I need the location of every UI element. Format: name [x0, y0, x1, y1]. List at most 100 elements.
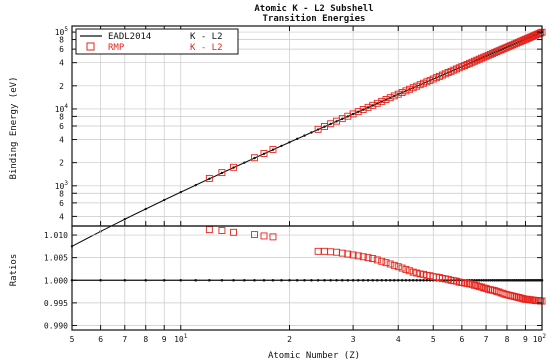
data-point-ratio-rmp: [468, 280, 476, 288]
data-point-ratio-eadl2014: [400, 278, 404, 282]
data-point-ratio-rmp: [321, 247, 328, 255]
data-point-rmp: [468, 58, 476, 66]
data-point-ratio-eadl2014: [513, 278, 516, 282]
data-point-ratio-eadl2014: [194, 278, 198, 282]
data-point-ratio-rmp: [482, 284, 490, 292]
data-point-ratio-rmp: [349, 251, 357, 259]
data-point-ratio-rmp: [514, 293, 522, 301]
data-point-ratio-eadl2014: [179, 278, 183, 282]
data-point-ratio-eadl2014: [507, 278, 511, 282]
data-point-ratio-eadl2014: [288, 278, 291, 282]
data-point-ratio-eadl2014: [415, 278, 419, 282]
data-point-rmp: [518, 37, 526, 45]
data-point-eadl2014: [384, 98, 388, 101]
data-point-ratio-eadl2014: [253, 278, 256, 282]
legend-box: [75, 28, 239, 55]
data-point-eadl2014: [123, 218, 126, 221]
data-point-ratio-eadl2014: [486, 278, 490, 282]
data-point-rmp: [338, 115, 346, 123]
x-tick-label: 6: [459, 335, 464, 344]
x-tick-label: 5: [70, 335, 75, 344]
x-tick-label: 5: [431, 335, 436, 344]
data-point-eadl2014: [357, 110, 360, 114]
data-point-ratio-eadl2014: [162, 278, 166, 282]
data-point-ratio-eadl2014: [262, 278, 266, 282]
data-point-rmp: [260, 149, 268, 157]
data-point-ratio-rmp: [480, 284, 488, 292]
data-point-ratio-rmp: [475, 283, 483, 291]
data-point-ratio-rmp: [364, 254, 372, 262]
data-point-ratio-rmp: [484, 285, 492, 293]
data-point-eadl2014: [144, 207, 147, 211]
data-point-ratio-eadl2014: [501, 278, 505, 282]
data-point-ratio-eadl2014: [499, 278, 503, 282]
data-point-ratio-eadl2014: [515, 278, 518, 282]
data-point-ratio-rmp: [513, 293, 520, 301]
data-point-ratio-rmp: [382, 259, 390, 267]
x-tick-label: 9: [523, 335, 528, 344]
y-axis-label-top: Binding Energy (eV): [9, 77, 19, 180]
data-point-rmp: [398, 89, 406, 96]
data-point-eadl2014: [280, 144, 283, 148]
data-point-rmp: [251, 154, 258, 162]
chart-title: Atomic K - L2 Subshell: [254, 3, 373, 14]
data-point-eadl2014: [323, 125, 326, 128]
data-point-ratio-eadl2014: [295, 278, 299, 282]
y-tick-label-top: 104: [55, 103, 69, 114]
data-point-rmp: [473, 56, 481, 64]
data-point-ratio-eadl2014: [335, 278, 338, 282]
data-point-eadl2014: [376, 102, 379, 105]
y-tick-label-top: 2: [59, 82, 64, 91]
data-point-ratio-rmp: [327, 248, 335, 256]
data-point-ratio-eadl2014: [361, 278, 365, 282]
data-point-ratio-eadl2014: [271, 278, 275, 282]
data-point-ratio-eadl2014: [477, 278, 481, 282]
data-point-rmp: [344, 112, 352, 120]
data-point-ratio-rmp: [518, 294, 526, 302]
legend: EADL2014 K - L2 RMP K - L2: [75, 28, 239, 55]
data-point-rmp: [386, 94, 394, 102]
data-point-ratio-rmp: [218, 227, 226, 234]
data-point-ratio-eadl2014: [316, 278, 320, 282]
data-point-ratio-eadl2014: [384, 278, 388, 282]
y-tick-label-top: 8: [59, 189, 64, 198]
data-point-eadl2014: [335, 120, 338, 123]
data-point-ratio-eadl2014: [408, 278, 411, 282]
data-point-ratio-rmp: [390, 261, 398, 269]
data-point-ratio-eadl2014: [418, 278, 422, 282]
data-point-eadl2014: [208, 177, 211, 180]
plot-frame-bottom: [71, 225, 543, 331]
data-point-rmp: [373, 99, 381, 107]
data-point-ratio-rmp: [409, 268, 417, 276]
data-point-rmp: [480, 53, 488, 61]
data-point-eadl2014: [341, 117, 344, 121]
data-point-ratio-rmp: [260, 232, 268, 240]
y-tick-label-bottom: 1.000: [44, 276, 68, 285]
data-point-ratio-rmp: [344, 250, 352, 258]
data-point-ratio-rmp: [466, 280, 473, 288]
data-point-ratio-eadl2014: [505, 278, 509, 282]
y-tick-label-top: 4: [59, 212, 64, 221]
data-point-ratio-eadl2014: [371, 278, 375, 282]
x-tick-label: 7: [484, 335, 489, 344]
data-point-eadl2014: [371, 104, 374, 107]
y-tick-label-top: 103: [55, 180, 69, 191]
data-point-eadl2014: [288, 141, 291, 144]
data-point-rmp: [359, 105, 367, 113]
legend-label-rmp: RMP: [108, 43, 125, 53]
data-point-ratio-eadl2014: [511, 278, 515, 282]
data-point-eadl2014: [316, 128, 320, 131]
data-point-ratio-rmp: [402, 265, 410, 273]
data-point-ratio-rmp: [369, 255, 377, 263]
data-point-eadl2014: [163, 198, 166, 202]
data-point-rmp: [390, 92, 398, 100]
data-point-rmp: [470, 57, 478, 65]
data-point-ratio-eadl2014: [144, 278, 148, 282]
data-point-ratio-eadl2014: [497, 278, 501, 282]
data-point-ratio-eadl2014: [482, 278, 486, 282]
x-tick-label: 6: [98, 335, 103, 344]
data-point-ratio-eadl2014: [517, 278, 520, 282]
data-point-rmp: [354, 108, 362, 116]
